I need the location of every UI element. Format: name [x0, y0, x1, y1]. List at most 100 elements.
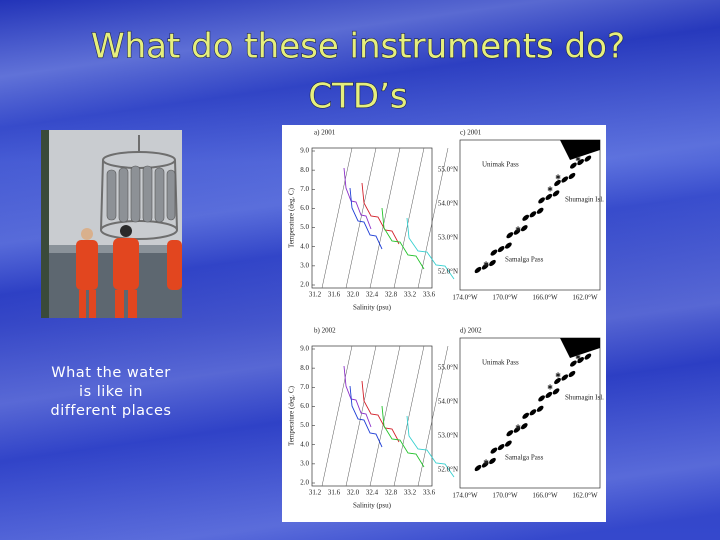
mainland: [560, 140, 600, 160]
place-label: Shumagin Isl.: [565, 196, 604, 204]
caption-line: is like in: [79, 384, 143, 400]
lon-label: 166.0°W: [532, 294, 558, 302]
density-contour: [369, 147, 401, 289]
lat-label: 52.0°N: [438, 268, 458, 276]
place-label: Samalga Pass: [505, 256, 544, 264]
lon-label: 166.0°W: [532, 492, 558, 500]
density-contour: [345, 147, 377, 289]
y-tick-label: 9.0: [300, 345, 309, 353]
plot-frame: [311, 147, 433, 289]
x-tick-label: 32.8: [385, 489, 398, 497]
profile-line: [349, 385, 383, 448]
lat-label: 55.0°N: [438, 166, 458, 174]
y-tick-label: 7.0: [300, 185, 309, 193]
density-contour: [393, 147, 425, 289]
lon-label: 174.0°W: [452, 492, 478, 500]
profile-line: [343, 167, 372, 230]
panel-label: d) 2002: [460, 327, 482, 335]
lat-label: 53.0°N: [438, 432, 458, 440]
island: [520, 225, 528, 232]
map-frame: [459, 139, 601, 291]
island: [552, 388, 560, 395]
y-tick-label: 3.0: [300, 261, 309, 269]
profile-line: [406, 217, 455, 280]
y-axis-label: Temperature (deg. C): [288, 385, 296, 446]
caption-line: different places: [50, 403, 172, 419]
lat-label: 55.0°N: [438, 364, 458, 372]
island: [577, 357, 585, 364]
x-tick-label: 31.6: [328, 489, 341, 497]
y-tick-label: 7.0: [300, 383, 309, 391]
y-tick-label: 4.0: [300, 242, 309, 250]
density-contour: [417, 147, 449, 289]
density-contour: [345, 345, 377, 487]
lon-label: 170.0°W: [492, 294, 518, 302]
island: [513, 426, 521, 433]
x-tick-label: 32.8: [385, 291, 398, 299]
plot-frame: [311, 345, 433, 487]
lon-label: 162.0°W: [572, 294, 598, 302]
island: [536, 207, 544, 214]
island: [490, 249, 498, 256]
x-tick-label: 32.0: [347, 291, 360, 299]
island: [522, 412, 530, 419]
panel-label: c) 2001: [460, 129, 482, 137]
y-tick-label: 6.0: [300, 204, 309, 212]
x-tick-label: 31.6: [328, 291, 341, 299]
island: [545, 193, 553, 200]
island: [552, 190, 560, 197]
lat-label: 53.0°N: [438, 234, 458, 242]
x-tick-label: 33.2: [404, 291, 417, 299]
island: [570, 162, 577, 169]
lat-label: 54.0°N: [438, 398, 458, 406]
place-label: Unimak Pass: [482, 161, 519, 169]
title-area: What do these instruments do? CTD’s: [90, 26, 625, 117]
profile-line: [381, 405, 425, 468]
x-tick-label: 33.6: [423, 489, 436, 497]
island: [561, 374, 569, 381]
title-line: CTD’s: [308, 77, 407, 117]
island: [504, 440, 512, 447]
profile-line: [361, 380, 400, 443]
island: [520, 423, 528, 430]
profile-line: [406, 415, 455, 478]
island: [522, 214, 530, 221]
x-tick-label: 33.6: [423, 291, 436, 299]
island: [568, 172, 576, 180]
x-axis-label: Salinity (psu): [353, 304, 392, 312]
island: [497, 246, 505, 253]
station-star: ✱: [555, 372, 561, 380]
place-label: Shumagin Isl.: [565, 394, 604, 402]
station-star: ✱: [515, 226, 521, 234]
station-star: ✱: [515, 424, 521, 432]
island: [570, 360, 577, 367]
island: [513, 228, 521, 235]
y-tick-label: 5.0: [300, 223, 309, 231]
caption: What the water is like in different plac…: [30, 364, 192, 421]
island: [568, 370, 576, 378]
title-line: What do these instruments do?: [91, 27, 625, 67]
island: [489, 457, 496, 465]
station-star: ✱: [575, 354, 581, 362]
density-contour: [321, 147, 353, 289]
station-star: ✱: [483, 459, 489, 467]
lat-label: 54.0°N: [438, 200, 458, 208]
island: [536, 405, 544, 412]
station-star: ✱: [555, 174, 561, 182]
island: [490, 447, 498, 454]
lon-label: 170.0°W: [492, 492, 518, 500]
y-tick-label: 4.0: [300, 440, 309, 448]
profile-line: [361, 182, 400, 245]
y-tick-label: 8.0: [300, 166, 309, 174]
island: [584, 155, 592, 162]
density-contour: [417, 345, 449, 487]
x-tick-label: 33.2: [404, 489, 417, 497]
lon-label: 162.0°W: [572, 492, 598, 500]
y-axis-label: Temperature (deg. C): [288, 187, 296, 248]
island: [529, 409, 537, 416]
y-tick-label: 3.0: [300, 459, 309, 467]
station-star: ✱: [483, 261, 489, 269]
island: [481, 263, 489, 270]
y-tick-label: 6.0: [300, 402, 309, 410]
